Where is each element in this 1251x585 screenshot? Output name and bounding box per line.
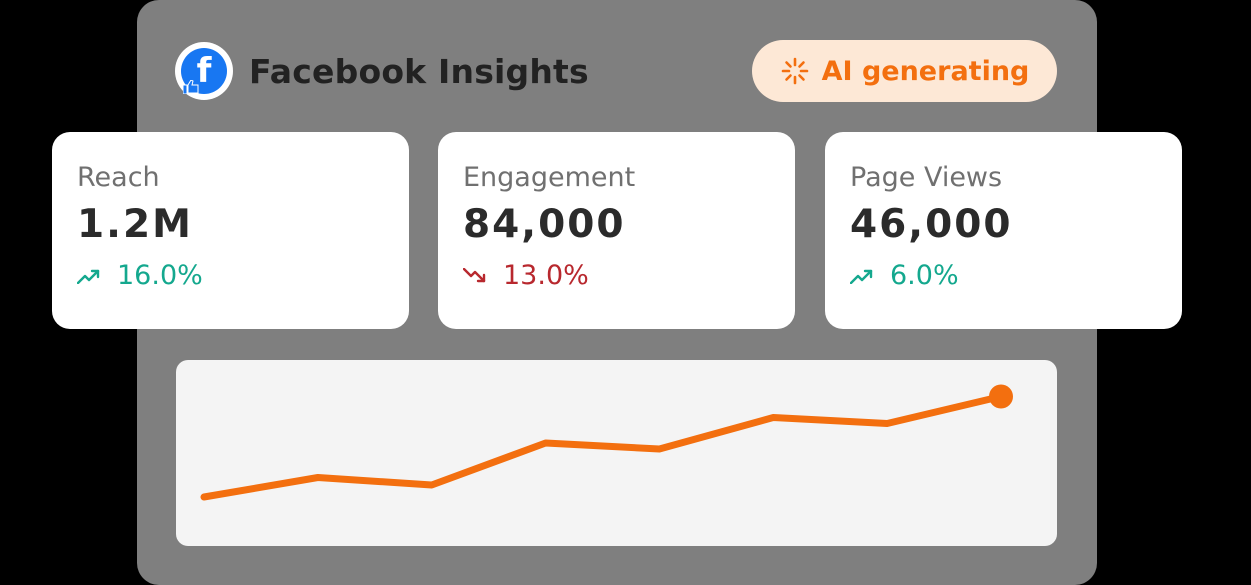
- ai-generating-badge: AI generating: [752, 40, 1057, 102]
- metric-card-engagement: Engagement 84,000 13.0%: [438, 132, 795, 329]
- trend-up-icon: [850, 269, 873, 284]
- thumbs-up-icon: [183, 80, 199, 94]
- spinner-icon: [781, 57, 808, 85]
- panel-header: f Facebook Insights: [175, 40, 589, 102]
- trend-chart-svg: [200, 384, 1013, 501]
- metric-value: 46,000: [850, 202, 1013, 247]
- trend-chart: [176, 360, 1057, 546]
- metric-change-value: 16.0%: [117, 260, 203, 291]
- ai-generating-label: AI generating: [821, 55, 1030, 87]
- metric-label: Page Views: [850, 162, 1003, 193]
- series-line-0: [200, 393, 1005, 501]
- page-title: Facebook Insights: [249, 51, 589, 91]
- metric-value: 1.2M: [77, 202, 193, 247]
- metric-change: 16.0%: [77, 260, 409, 292]
- facebook-icon: f: [175, 42, 233, 100]
- metric-card-page-views: Page Views 46,000 6.0%: [825, 132, 1182, 329]
- metric-label: Reach: [77, 162, 160, 193]
- trend-down-icon: [463, 268, 486, 283]
- trend-up-icon: [77, 269, 100, 284]
- metric-change: 6.0%: [850, 260, 1182, 292]
- last-data-point: [989, 384, 1013, 409]
- metric-label: Engagement: [463, 162, 636, 193]
- metric-change: 13.0%: [463, 260, 795, 292]
- metric-change-value: 6.0%: [890, 260, 959, 291]
- metric-card-reach: Reach 1.2M 16.0%: [52, 132, 409, 329]
- metric-change-value: 13.0%: [503, 260, 589, 291]
- metric-value: 84,000: [463, 202, 626, 247]
